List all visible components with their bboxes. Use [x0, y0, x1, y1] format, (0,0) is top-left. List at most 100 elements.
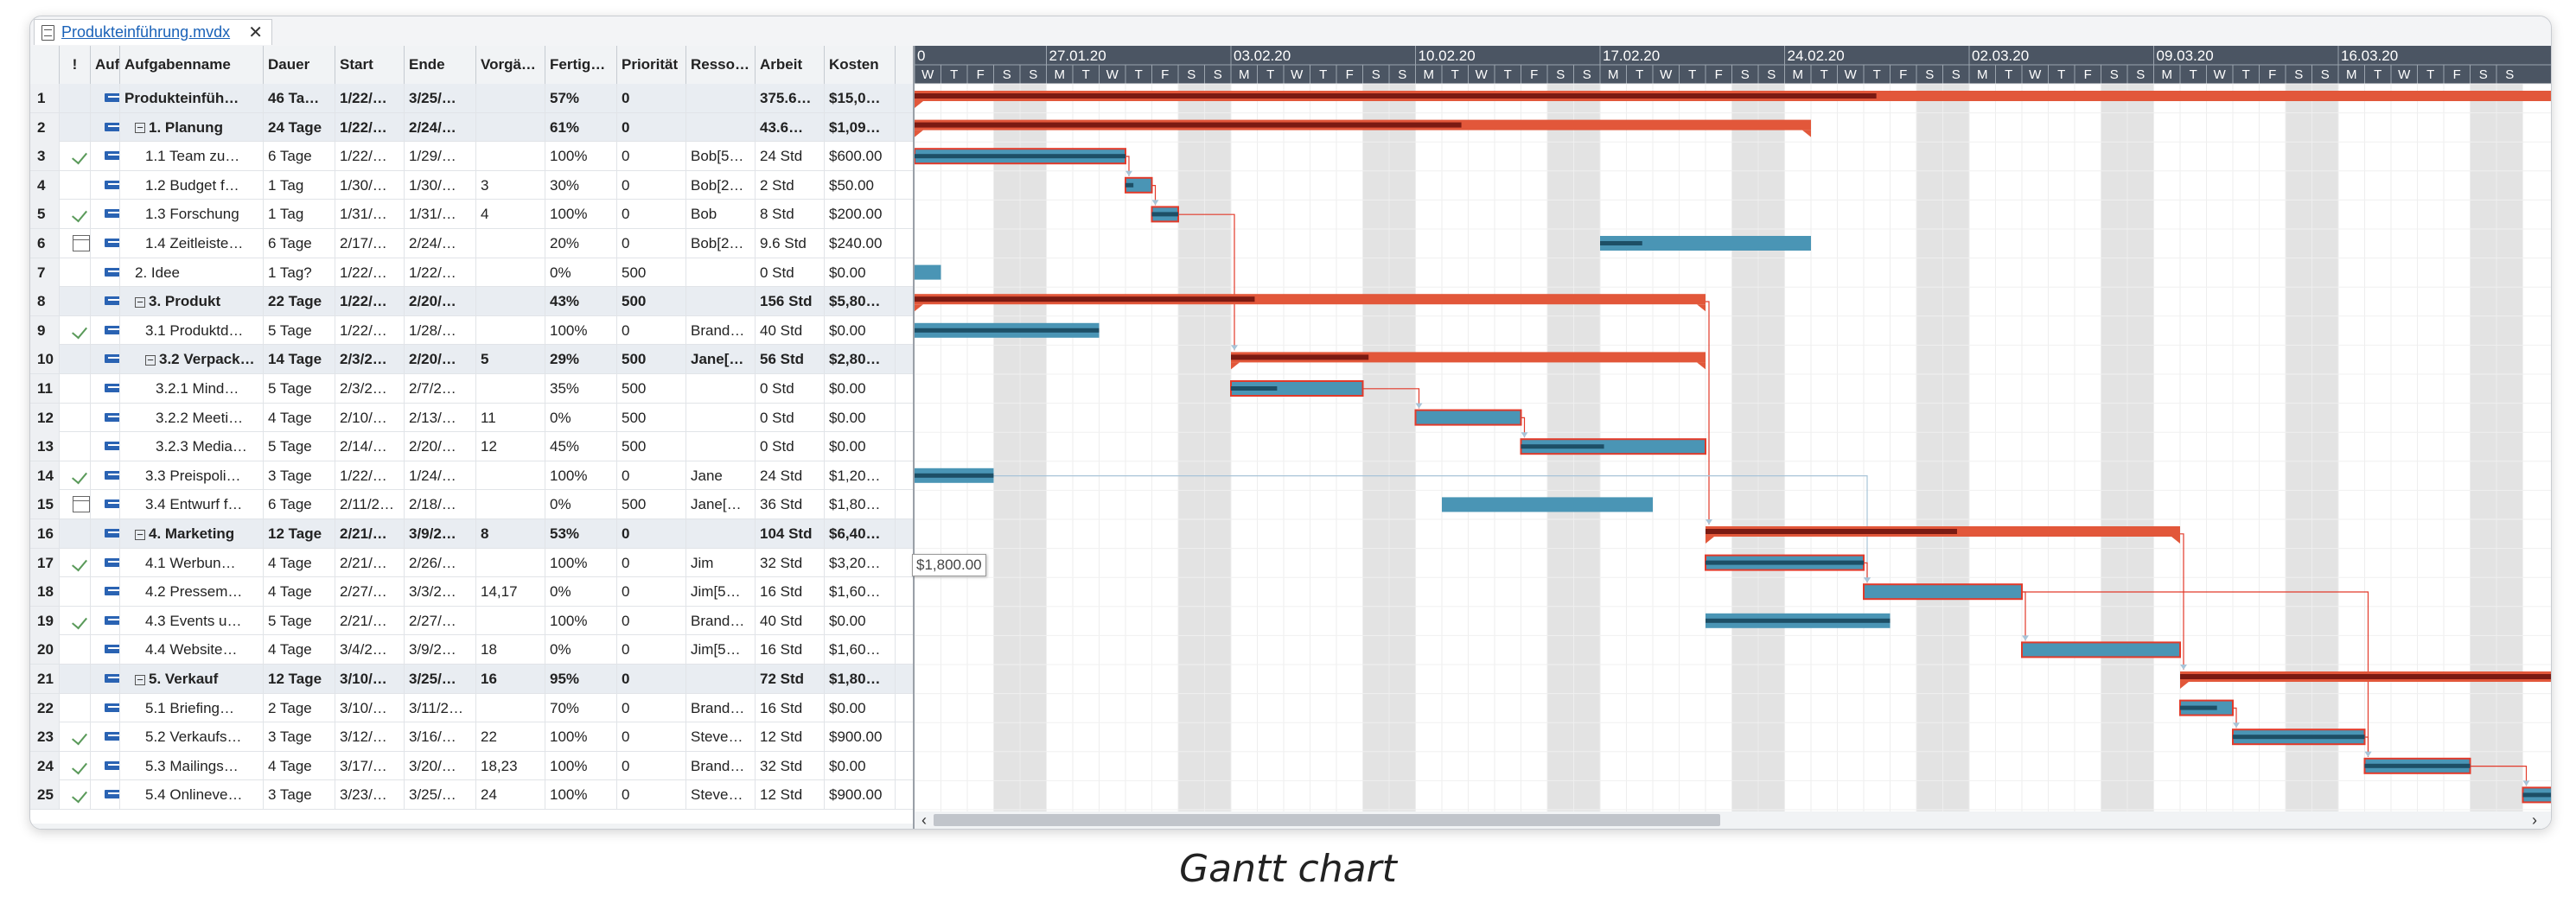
column-header-res[interactable]: Resso…	[686, 46, 756, 84]
cell-res[interactable]: Jim[5…	[686, 635, 756, 665]
cell-pct[interactable]: 100%	[545, 780, 617, 810]
task-row[interactable]: 6 1.4 Zeitleiste… 6 Tage 2/17/… 2/24/… 20% 0 Bo…	[30, 229, 913, 258]
cell-prio[interactable]: 500	[617, 403, 686, 432]
task-mode-cell[interactable]	[91, 519, 120, 548]
column-header-mode[interactable]: Auf…	[91, 46, 120, 84]
cell-prio[interactable]: 0	[617, 84, 686, 112]
cell-work[interactable]: 0 Std	[756, 403, 825, 432]
cell-pred[interactable]: 16	[476, 665, 545, 693]
cell-work[interactable]: 24 Std	[756, 142, 825, 171]
cell-start[interactable]: 3/17/…	[335, 751, 405, 780]
cell-end[interactable]: 1/24/…	[405, 461, 476, 490]
cell-pct[interactable]: 70%	[545, 693, 617, 722]
cell-prio[interactable]: 0	[617, 606, 686, 635]
cell-pred[interactable]: 5	[476, 345, 545, 374]
cell-res[interactable]: Steve…	[686, 722, 756, 752]
cell-pred[interactable]	[476, 84, 545, 112]
cell-work[interactable]: 72 Std	[756, 665, 825, 693]
cell-work[interactable]: 40 Std	[756, 606, 825, 635]
task-mode-cell[interactable]	[91, 258, 120, 287]
cell-pred[interactable]	[476, 548, 545, 577]
task-mode-cell[interactable]	[91, 722, 120, 752]
cell-dur[interactable]: 4 Tage	[264, 577, 335, 607]
task-name-cell[interactable]: −5. Verkauf	[120, 665, 264, 693]
task-name-cell[interactable]: 3.4 Entwurf f…	[120, 490, 264, 519]
task-mode-cell[interactable]	[91, 577, 120, 607]
cell-pred[interactable]: 22	[476, 722, 545, 752]
task-row[interactable]: 16−4. Marketing 12 Tage 2/21/… 3/9/2… 8 53% 0 1…	[30, 519, 913, 549]
cell-pred[interactable]	[476, 461, 545, 490]
cell-id[interactable]: 22	[30, 693, 60, 722]
cell-res[interactable]: Bob[2…	[686, 229, 756, 258]
column-header-start[interactable]: Start	[335, 46, 405, 84]
cell-cost[interactable]: $0.00	[825, 315, 896, 345]
cell-prio[interactable]: 0	[617, 665, 686, 693]
task-mode-cell[interactable]	[91, 665, 120, 693]
cell-work[interactable]: 104 Std	[756, 519, 825, 548]
cell-res[interactable]	[686, 374, 756, 403]
cell-pct[interactable]: 100%	[545, 548, 617, 577]
cell-start[interactable]: 1/22/…	[335, 112, 405, 142]
cell-prio[interactable]: 500	[617, 490, 686, 519]
cell-res[interactable]	[686, 432, 756, 461]
cell-dur[interactable]: 5 Tage	[264, 374, 335, 403]
cell-cost[interactable]: $0.00	[825, 693, 896, 722]
cell-pred[interactable]	[476, 490, 545, 519]
cell-dur[interactable]: 22 Tage	[264, 287, 335, 316]
cell-cost[interactable]: $240.00	[825, 229, 896, 258]
cell-end[interactable]: 2/20/…	[405, 287, 476, 316]
cell-pct[interactable]: 0%	[545, 635, 617, 665]
cell-end[interactable]: 2/13/…	[405, 403, 476, 432]
cell-cost[interactable]: $0.00	[825, 374, 896, 403]
cell-pred[interactable]: 4	[476, 200, 545, 229]
cell-dur[interactable]: 1 Tag	[264, 170, 335, 200]
indicator-cell[interactable]	[60, 112, 91, 142]
cell-prio[interactable]: 0	[617, 315, 686, 345]
cell-prio[interactable]: 0	[617, 635, 686, 665]
task-name-cell[interactable]: −1. Planung	[120, 112, 264, 142]
cell-cost[interactable]: $1,80…	[825, 490, 896, 519]
cell-end[interactable]: 2/24/…	[405, 229, 476, 258]
column-header-dur[interactable]: Dauer	[264, 46, 335, 84]
task-name-cell[interactable]: 5.1 Briefing…	[120, 693, 264, 722]
task-row[interactable]: 12 3.2.2 Meeti… 4 Tage 2/10/… 2/13/… 11 0% 500 0…	[30, 403, 913, 433]
task-row[interactable]: 8−3. Produkt 22 Tage 1/22/… 2/20/… 43% 500 156…	[30, 287, 913, 316]
cell-id[interactable]: 3	[30, 142, 60, 171]
cell-cost[interactable]: $0.00	[825, 432, 896, 461]
cell-id[interactable]: 10	[30, 345, 60, 374]
task-bar[interactable]	[1414, 409, 1522, 426]
cell-id[interactable]: 2	[30, 112, 60, 142]
task-mode-cell[interactable]	[91, 374, 120, 403]
column-header-ind[interactable]: !	[60, 46, 91, 84]
indicator-cell[interactable]	[60, 519, 91, 548]
cell-work[interactable]: 36 Std	[756, 490, 825, 519]
grid-scrollbar[interactable]	[30, 824, 913, 829]
cell-res[interactable]: Brand…	[686, 315, 756, 345]
cell-cost[interactable]: $6,40…	[825, 519, 896, 548]
cell-prio[interactable]: 500	[617, 287, 686, 316]
indicator-cell[interactable]	[60, 374, 91, 403]
cell-dur[interactable]: 24 Tage	[264, 112, 335, 142]
cell-end[interactable]: 3/9/2…	[405, 519, 476, 548]
task-row[interactable]: 23 5.2 Verkaufs… 3 Tage 3/12/… 3/16/… 22 100% 0…	[30, 722, 913, 752]
task-name-cell[interactable]: 4.1 Werbun…	[120, 548, 264, 577]
cell-cost[interactable]: $1,80…	[825, 665, 896, 693]
cell-id[interactable]: 13	[30, 432, 60, 461]
cell-work[interactable]: 0 Std	[756, 258, 825, 287]
document-tab[interactable]: Produkteinführung.mvdx ✕	[34, 19, 272, 45]
cell-pred[interactable]	[476, 112, 545, 142]
cell-pred[interactable]: 18,23	[476, 751, 545, 780]
indicator-cell[interactable]	[60, 751, 91, 780]
task-mode-cell[interactable]	[91, 315, 120, 345]
cell-id[interactable]: 11	[30, 374, 60, 403]
cell-res[interactable]: Jim	[686, 548, 756, 577]
cell-end[interactable]: 1/31/…	[405, 200, 476, 229]
indicator-cell[interactable]	[60, 287, 91, 316]
indicator-cell[interactable]	[60, 200, 91, 229]
cell-res[interactable]	[686, 112, 756, 142]
cell-pct[interactable]: 100%	[545, 751, 617, 780]
task-name-cell[interactable]: 4.4 Website…	[120, 635, 264, 665]
cell-work[interactable]: 16 Std	[756, 577, 825, 607]
task-mode-cell[interactable]	[91, 751, 120, 780]
task-name-cell[interactable]: 4.3 Events u…	[120, 606, 264, 635]
